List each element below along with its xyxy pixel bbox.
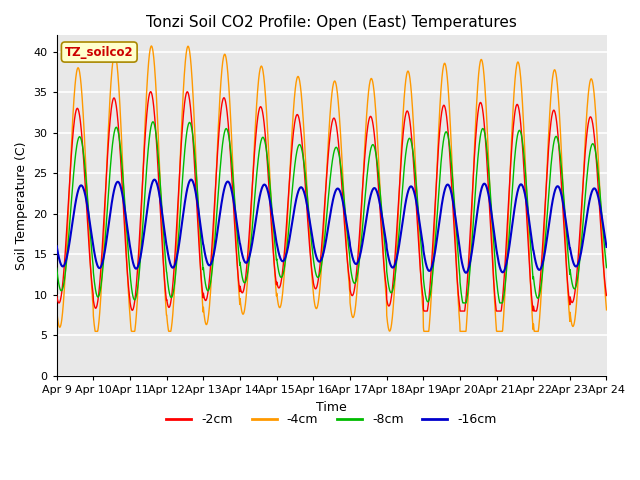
Text: TZ_soilco2: TZ_soilco2	[65, 46, 134, 59]
X-axis label: Time: Time	[316, 400, 347, 413]
Title: Tonzi Soil CO2 Profile: Open (East) Temperatures: Tonzi Soil CO2 Profile: Open (East) Temp…	[146, 15, 517, 30]
Legend: -2cm, -4cm, -8cm, -16cm: -2cm, -4cm, -8cm, -16cm	[161, 408, 502, 431]
Y-axis label: Soil Temperature (C): Soil Temperature (C)	[15, 142, 28, 270]
